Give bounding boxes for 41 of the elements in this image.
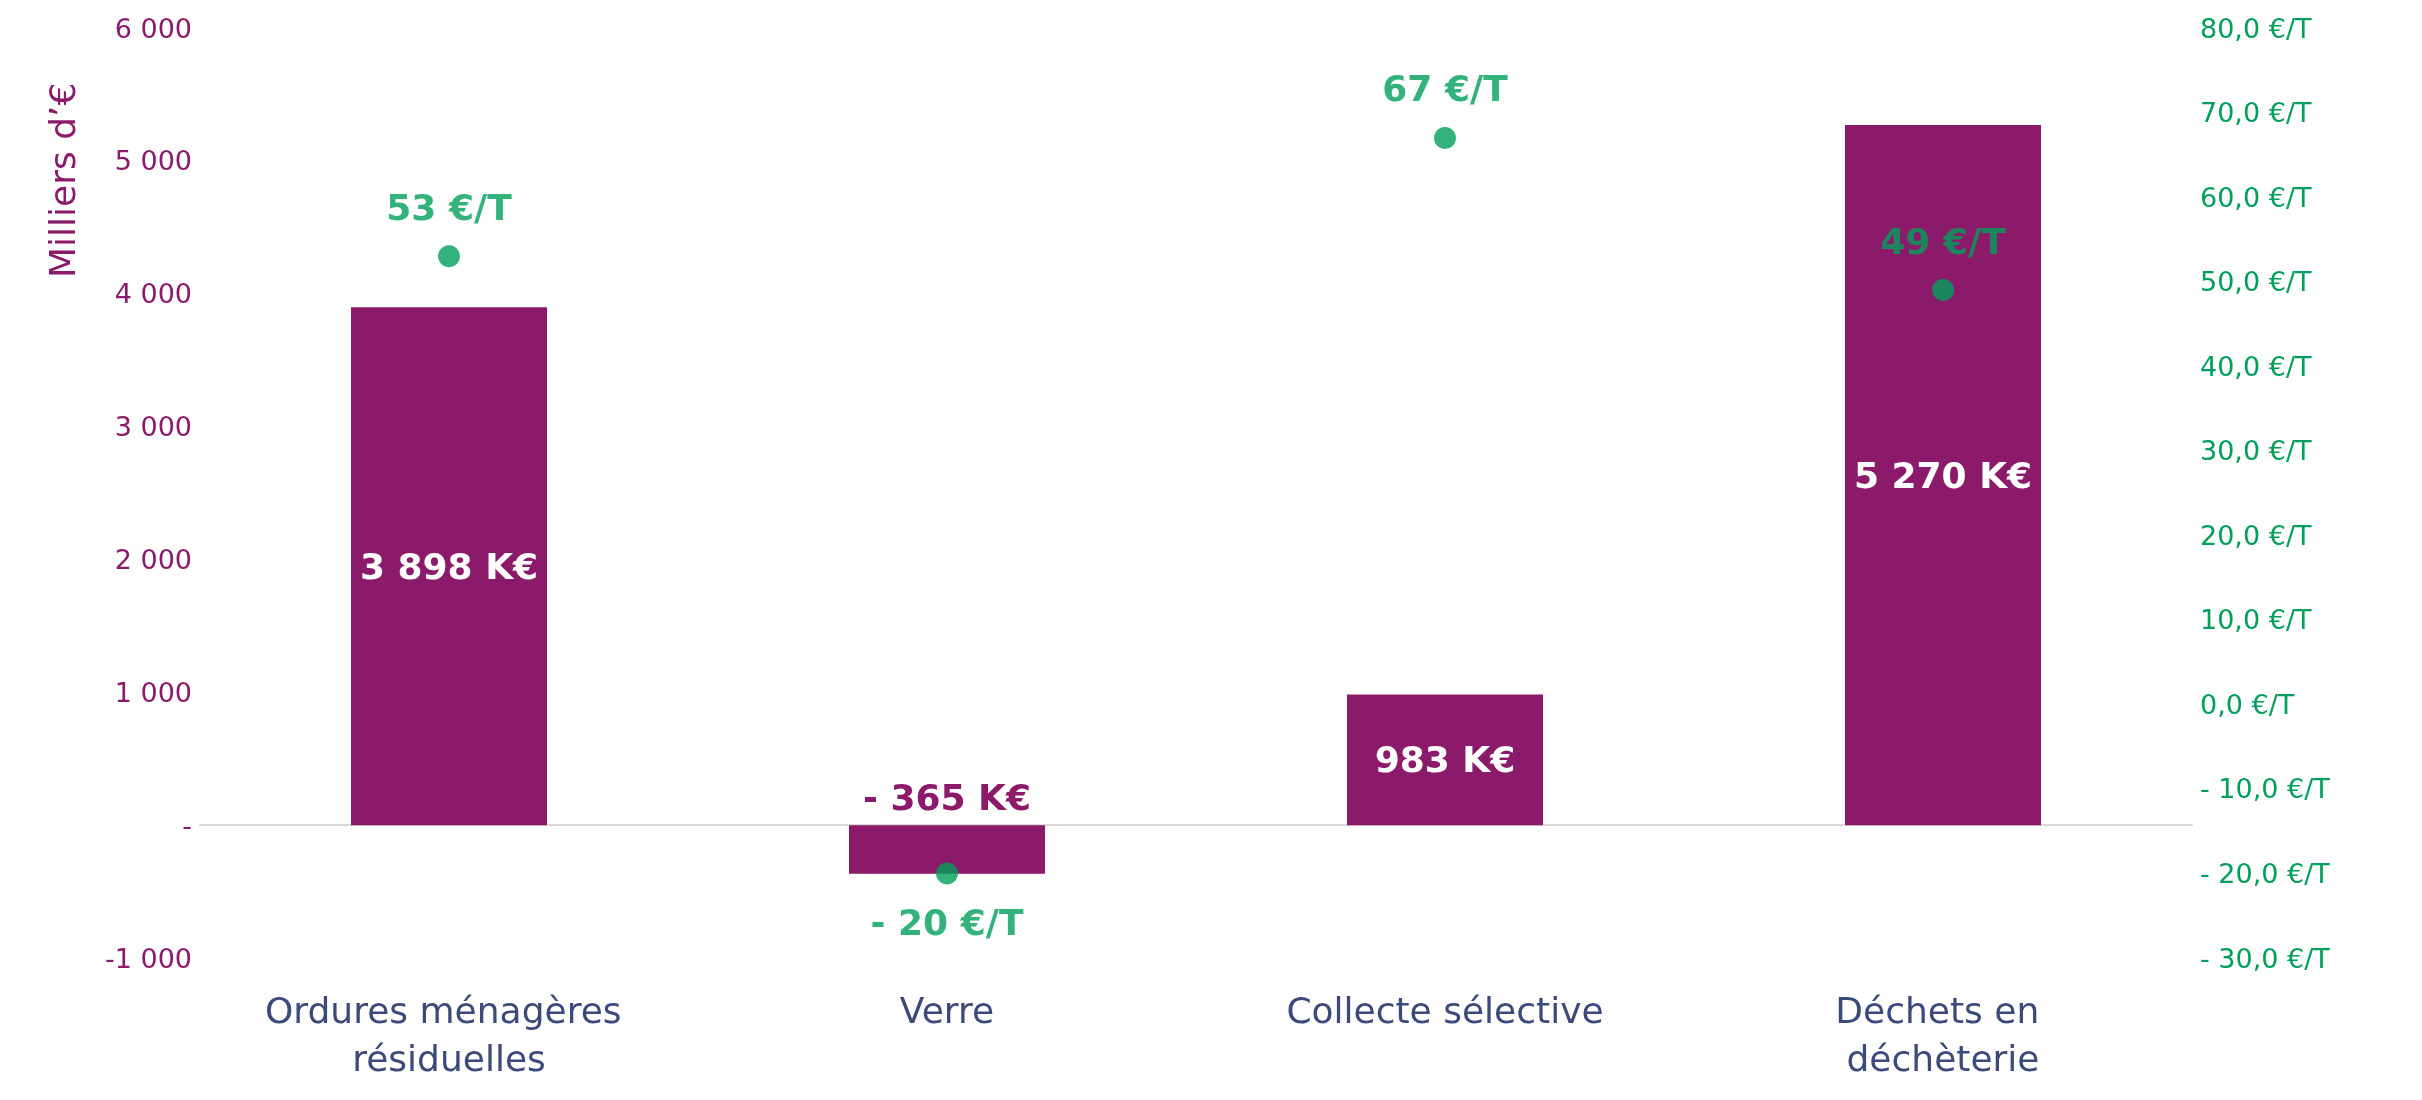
y-tick-label: 3 000 [114, 411, 192, 443]
y2-tick-label: 60,0 €/T [2200, 181, 2312, 213]
y2-tick-label: - 20,0 €/T [2200, 857, 2331, 889]
y2-tick-label: 20,0 €/T [2200, 519, 2312, 551]
point [1434, 126, 1456, 149]
x-tick-label: Déchets en déchèterie [1835, 989, 2051, 1079]
point [1932, 279, 1954, 302]
y2-tick-label: 0,0 €/T [2200, 688, 2295, 720]
x-tick-label: Verre [899, 989, 995, 1031]
data-label: - 20 €/T [870, 901, 1024, 943]
y2-tick-label: - 30,0 €/T [2200, 942, 2331, 974]
x-tick-label: Ordures ménagères résiduelles [265, 989, 633, 1079]
y-tick-label: 6 000 [114, 12, 192, 44]
y2-tick-label: 70,0 €/T [2200, 97, 2312, 129]
y2-tick-label: 30,0 €/T [2200, 435, 2312, 467]
point [936, 862, 958, 885]
bar [351, 307, 547, 826]
y-tick-label: 5 000 [114, 145, 192, 177]
y2-tick-label: 50,0 €/T [2200, 266, 2312, 298]
y-tick-label: 1 000 [114, 676, 192, 708]
bar [1845, 124, 2041, 826]
point [438, 245, 460, 268]
data-label: 3 898 K€ [359, 545, 539, 587]
y-tick-label: - [182, 809, 192, 841]
y-tick-label: 2 000 [114, 543, 192, 575]
bar [849, 825, 1045, 874]
y2-tick-label: 80,0 €/T [2200, 12, 2312, 44]
y2-tick-label: 10,0 €/T [2200, 604, 2312, 636]
data-label: 49 €/T [1880, 220, 2007, 262]
x-tick-label: Collecte sélective [1286, 989, 1604, 1031]
y-tick-label: 4 000 [114, 278, 192, 310]
data-label: 53 €/T [386, 186, 513, 228]
bar [1347, 694, 1543, 826]
data-label: - 365 K€ [862, 776, 1032, 818]
data-label: 983 K€ [1374, 739, 1516, 781]
y2-tick-label: 40,0 €/T [2200, 350, 2312, 382]
data-label: 5 270 K€ [1853, 454, 2033, 496]
y-axis-title: Milliers d’€ [41, 82, 83, 278]
y-tick-label: -1 000 [104, 942, 192, 974]
y2-tick-label: - 10,0 €/T [2200, 773, 2331, 805]
data-label: 67 €/T [1382, 68, 1509, 110]
